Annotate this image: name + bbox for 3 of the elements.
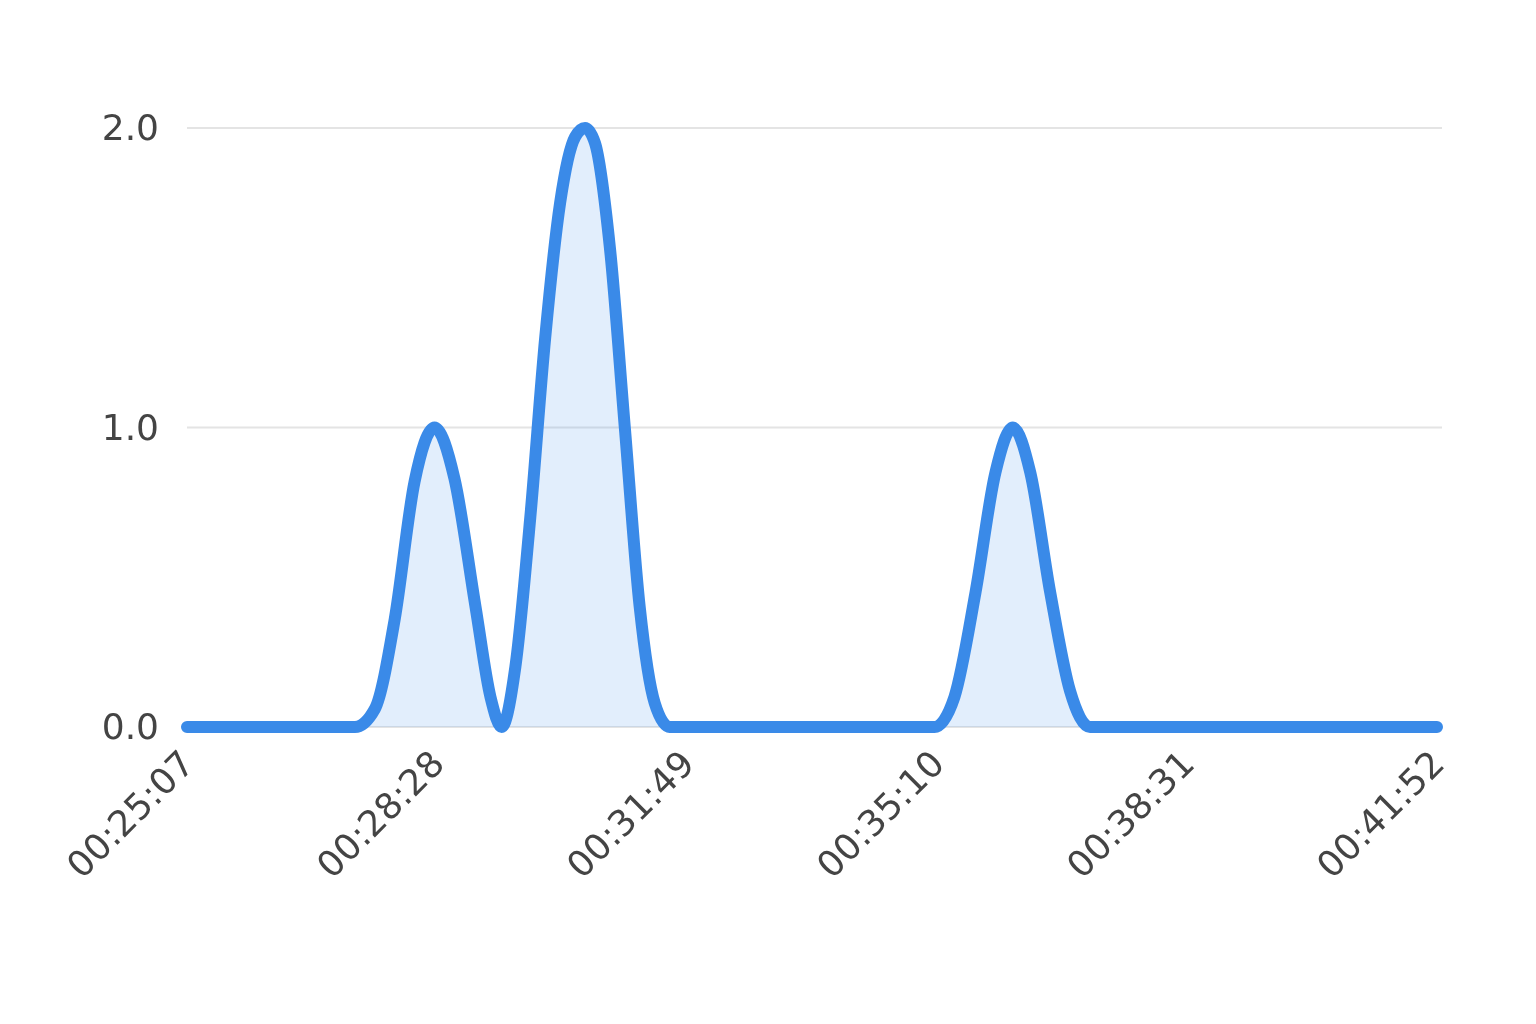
y-tick-label: 0.0 xyxy=(101,706,159,748)
y-tick-label: 2.0 xyxy=(101,107,159,149)
y-tick-label: 1.0 xyxy=(101,406,159,448)
